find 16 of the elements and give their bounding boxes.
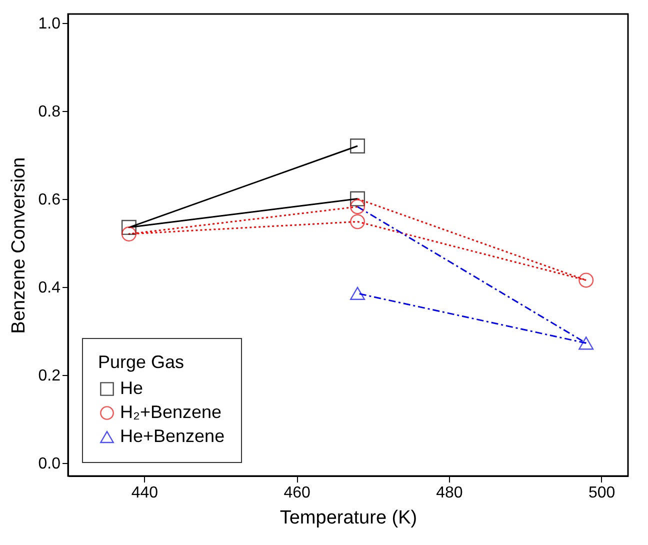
y-tick-label: 0.8 — [38, 103, 61, 120]
x-axis-title: Temperature (K) — [280, 508, 418, 528]
legend-title: Purge Gas — [98, 352, 184, 372]
y-tick-label: 0.6 — [38, 191, 61, 208]
y-axis-title: Benzene Conversion — [8, 157, 30, 334]
legend-label: He — [120, 378, 144, 398]
y-tick-label: 0.2 — [38, 367, 61, 384]
y-tick-label: 0.4 — [38, 279, 61, 296]
legend-label: He+Benzene — [120, 426, 225, 446]
legend-label: H₂+Benzene — [120, 402, 222, 422]
x-tick-label: 460 — [284, 484, 311, 502]
x-tick-label: 500 — [588, 484, 616, 502]
x-tick-label: 440 — [131, 484, 158, 502]
y-tick-label: 1.0 — [38, 15, 61, 32]
x-tick-label: 480 — [436, 484, 463, 502]
y-tick-label: 0.0 — [38, 455, 61, 472]
